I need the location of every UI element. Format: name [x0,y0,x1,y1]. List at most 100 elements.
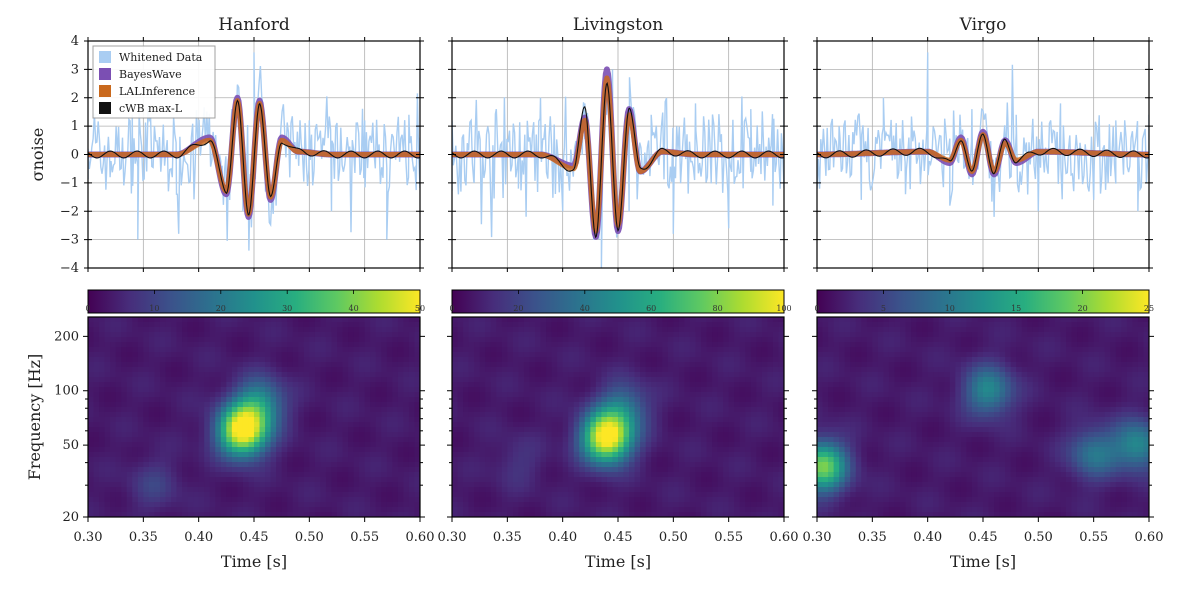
heatmap-cell [259,382,266,388]
heatmap-cell [309,407,316,413]
heatmap-cell [501,407,508,413]
heatmap-cell [137,472,144,478]
heatmap-cell [126,337,133,343]
heatmap-cell [226,417,233,423]
heatmap-cell [540,357,547,363]
heatmap-cell [359,362,366,368]
heatmap-cell [348,337,355,343]
heatmap-cell [772,402,780,408]
heatmap-cell [397,382,404,388]
heatmap-cell [154,457,161,463]
heatmap-cell [568,387,575,393]
heatmap-cell [689,357,697,363]
heatmap-cell [408,477,416,483]
heatmap-cell [529,432,536,438]
heatmap-cell [485,417,492,423]
heatmap-cell [148,502,155,508]
heatmap-cell [568,407,575,413]
heatmap-cell [651,322,658,328]
heatmap-cell [182,462,189,468]
heatmap-cell [512,327,519,333]
heatmap-cell [579,457,586,463]
heatmap-cell [662,462,669,468]
heatmap-cell [198,357,205,363]
heatmap-cell [701,457,708,463]
heatmap-cell [198,462,205,468]
heatmap-cell [557,467,564,473]
heatmap-cell [568,442,575,448]
heatmap-cell [772,367,780,373]
heatmap-cell [209,332,216,338]
heatmap-cell [640,457,647,463]
heatmap-cell [573,327,580,333]
heatmap-cell [601,417,608,423]
heatmap-cell [381,467,388,473]
heatmap-cell [573,337,580,343]
heatmap-cell [209,337,216,343]
heatmap-cell [342,392,349,398]
heatmap-cell [287,377,294,383]
heatmap-cell [276,452,283,458]
heatmap-cell [761,477,768,483]
heatmap-cell [501,342,508,348]
heatmap-cell [342,422,349,428]
heatmap-cell [496,377,503,383]
heatmap-cell [590,497,597,503]
heatmap-cell [595,402,602,408]
heatmap-cell [629,402,636,408]
heatmap-cell [507,357,514,363]
heatmap-cell [259,502,266,508]
heatmap-cell [501,492,508,498]
heatmap-cell [287,317,294,323]
heatmap-cell [623,382,630,388]
heatmap-cell [595,352,602,358]
heatmap-cell [342,407,349,413]
heatmap-cell [595,417,602,423]
heatmap-cell [452,382,459,388]
heatmap-cell [204,412,211,418]
heatmap-cell [187,512,194,517]
heatmap-cell [314,502,321,508]
heatmap-cell [712,492,719,498]
heatmap-cell [512,477,519,483]
heatmap-cell [656,407,663,413]
heatmap-cell [745,372,752,378]
heatmap-cell [457,377,464,383]
heatmap-cell [684,482,691,488]
heatmap-cell [171,447,178,453]
heatmap-cell [159,347,167,353]
heatmap-cell [148,412,155,418]
heatmap-cell [276,457,283,463]
heatmap-cell [684,437,691,443]
heatmap-cell [381,462,388,468]
heatmap-cell [126,427,133,433]
heatmap-cell [281,492,288,498]
heatmap-cell [540,387,547,393]
heatmap-cell [601,402,608,408]
heatmap-cell [606,442,614,448]
heatmap-cell [728,357,735,363]
heatmap-cell [204,347,211,353]
heatmap-cell [656,502,663,508]
heatmap-cell [254,337,261,343]
heatmap-cell [557,322,564,328]
heatmap-cell [634,372,641,378]
heatmap-cell [712,322,719,328]
heatmap-cell [474,387,481,393]
heatmap-cell [259,407,266,413]
heatmap-cell [712,357,719,363]
heatmap-cell [618,367,625,373]
heatmap-cell [348,347,355,353]
heatmap-cell [303,327,310,333]
heatmap-cell [496,477,503,483]
heatmap-cell [99,492,106,498]
heatmap-cell [507,487,514,493]
heatmap-cell [479,502,486,508]
heatmap-cell [712,392,719,398]
heatmap-cell [584,437,591,443]
heatmap-cell [612,357,619,363]
heatmap-cell [220,512,227,517]
heatmap-cell [606,392,614,398]
heatmap-cell [231,402,238,408]
heatmap-cell [209,437,216,443]
